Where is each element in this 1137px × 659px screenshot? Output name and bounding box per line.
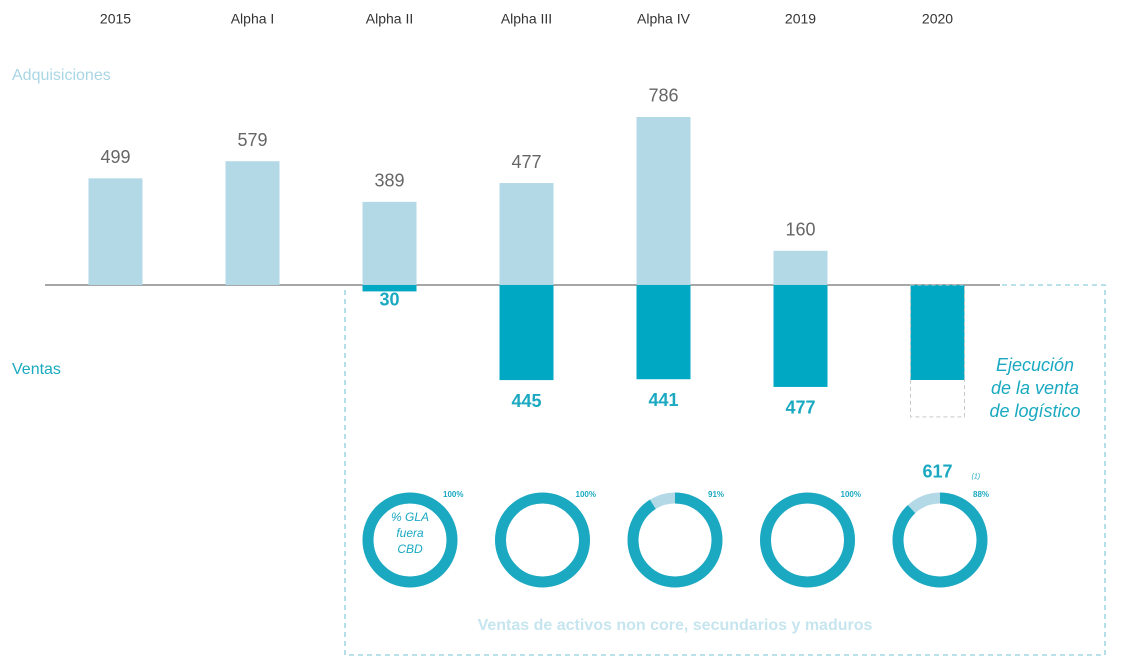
annotation: Ejecución [996, 355, 1074, 375]
donut-value-label: 100% [576, 490, 596, 499]
acquisition-bar [225, 161, 280, 285]
series-label: Adquisiciones [12, 67, 111, 84]
value-label: 499 [100, 147, 130, 167]
donut-arc [362, 492, 458, 588]
donut-value-label: 88% [973, 490, 989, 499]
acquisition-bar [362, 201, 417, 285]
value-label: 389 [374, 171, 404, 191]
donut-center-label: fuera [396, 526, 424, 540]
value-label: 579 [237, 130, 267, 150]
sale-bar [773, 284, 828, 387]
caption: Ventas de activos non core, secundarios … [478, 617, 873, 634]
value-label: 477 [511, 152, 541, 172]
donut-arc [627, 492, 723, 588]
sale-bar [362, 284, 417, 292]
acquisition-bar [88, 178, 143, 285]
donut-center-label: CBD [397, 542, 423, 556]
footnote: (1) [972, 474, 981, 481]
donut-center-label: % GLA [391, 510, 429, 524]
value-label: 445 [511, 391, 541, 411]
value-label: 30 [379, 290, 399, 310]
donut-value-label: 91% [708, 490, 724, 499]
series-label: Ventas [12, 361, 61, 378]
x-tick-label: Alpha II [366, 11, 413, 27]
x-tick-label: Alpha I [231, 11, 275, 27]
sale-bar [636, 284, 691, 380]
acquisition-bar [773, 250, 828, 285]
x-tick-label: 2019 [785, 11, 816, 27]
value-label: 617 [922, 462, 952, 482]
sales-frame [344, 284, 1106, 656]
x-tick-label: 2020 [922, 11, 953, 27]
annotation: de la venta [991, 378, 1079, 398]
x-tick-label: Alpha III [501, 11, 552, 27]
sale-bar [910, 284, 965, 418]
value-label: 441 [648, 390, 678, 410]
value-label: 477 [785, 398, 815, 418]
acquisition-bar [636, 116, 691, 285]
sale-bar [499, 284, 554, 381]
donut-arc [892, 492, 988, 588]
donut-value-label: 100% [443, 490, 463, 499]
donut-arc [495, 492, 590, 588]
value-label: 160 [785, 220, 815, 240]
donut-arc [760, 492, 855, 588]
acquisition-bar [499, 183, 554, 285]
annotation: de logístico [989, 401, 1080, 421]
x-tick-label: 2015 [100, 11, 131, 27]
donut-value-label: 100% [841, 490, 861, 499]
value-label: 786 [648, 86, 678, 106]
x-tick-label: Alpha IV [637, 11, 691, 27]
